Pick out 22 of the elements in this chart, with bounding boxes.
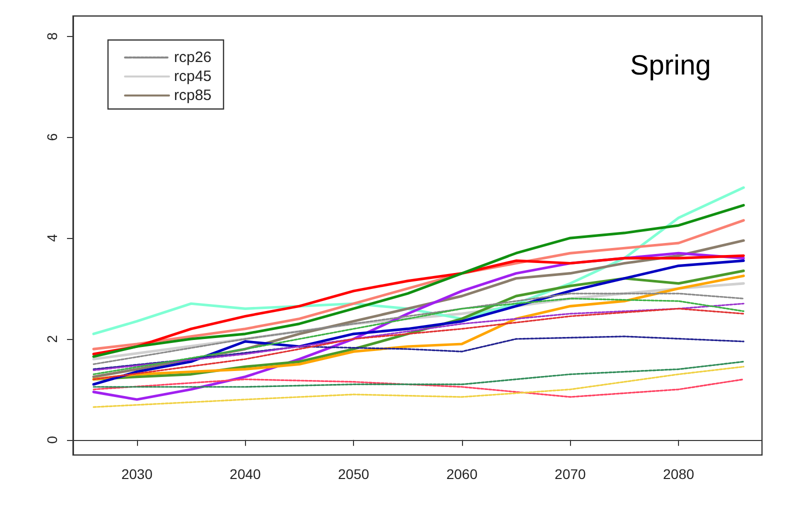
y-tick-label: 0 [44,436,60,444]
line-series [92,378,744,398]
x-tick-label: 2080 [663,466,694,482]
y-tick-label: 6 [44,133,60,141]
legend-label: rcp85 [174,87,212,104]
x-tick-label: 2050 [338,466,370,482]
x-tick-label: 2030 [121,466,153,482]
y-tick-label: 4 [44,234,60,242]
y-tick-label: 8 [44,32,60,40]
line-series [92,292,744,365]
x-tick-label: 2040 [230,466,262,482]
line-series [92,366,744,408]
legend-label: rcp45 [174,68,212,85]
line-series [92,308,744,380]
y-tick-label: 2 [44,334,60,343]
line-series [92,254,745,356]
x-tick-label: 2060 [446,466,478,482]
line-series [92,360,744,388]
x-tick-label: 2070 [554,466,586,482]
legend-label: rcp26 [174,49,212,66]
text: Spring [630,50,711,80]
line-series [92,336,744,370]
